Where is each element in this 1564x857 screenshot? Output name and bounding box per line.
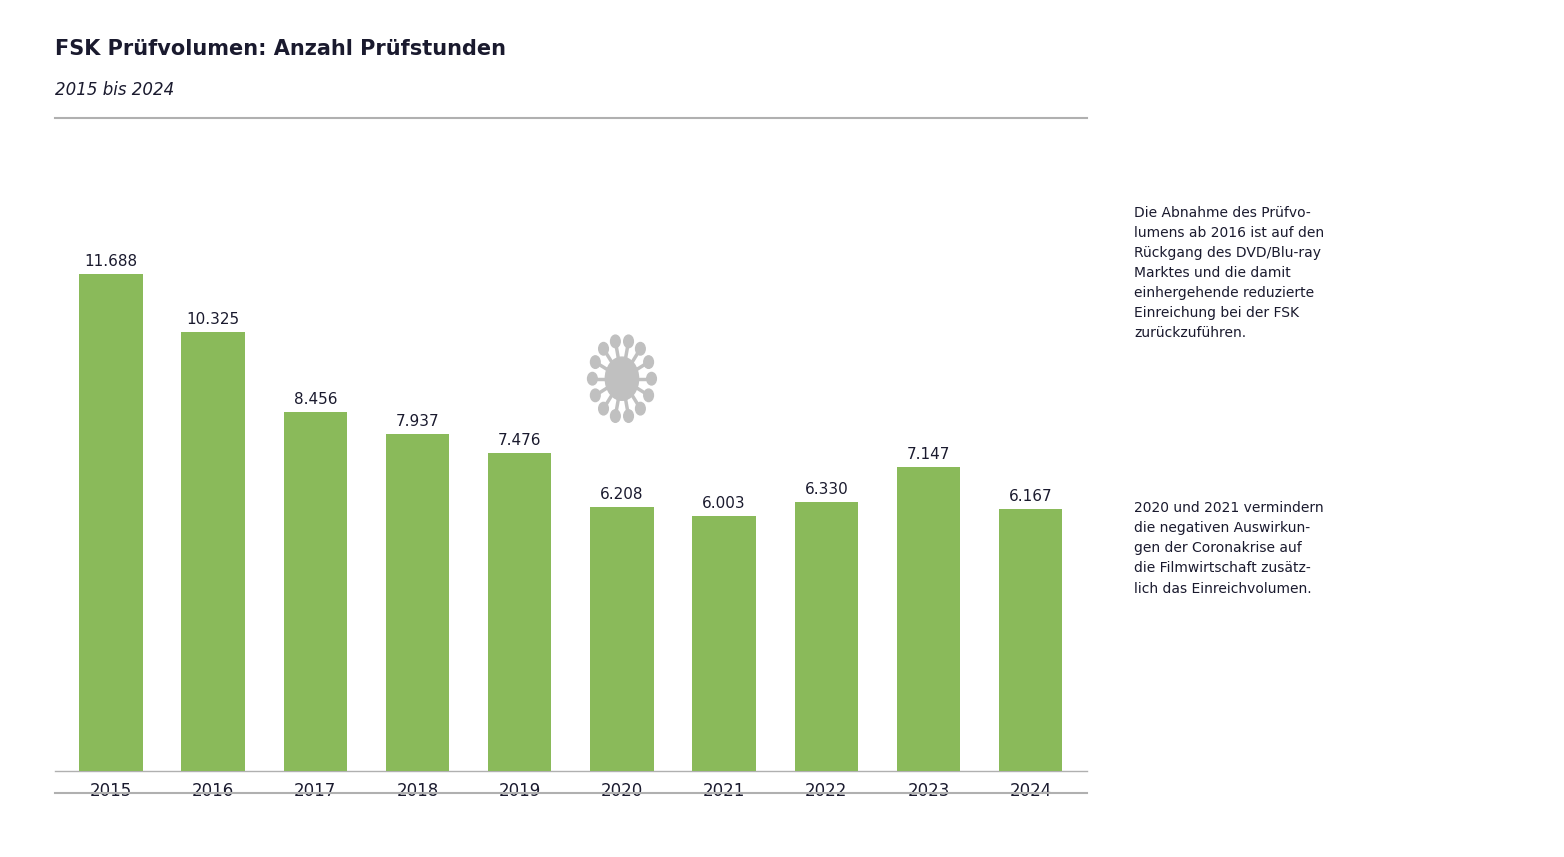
Bar — [283, 411, 347, 771]
Circle shape — [610, 410, 621, 423]
Circle shape — [635, 403, 646, 415]
Circle shape — [591, 389, 601, 402]
Circle shape — [605, 357, 638, 400]
Text: 2020 und 2021 vermindern
die negativen Auswirkun-
gen der Coronakrise auf
die Fi: 2020 und 2021 vermindern die negativen A… — [1134, 501, 1323, 596]
Circle shape — [591, 356, 601, 369]
Text: 10.325: 10.325 — [186, 312, 239, 327]
Circle shape — [588, 373, 597, 385]
Circle shape — [610, 335, 621, 348]
Text: 7.147: 7.147 — [907, 447, 951, 462]
Circle shape — [599, 343, 608, 355]
Text: 6.003: 6.003 — [702, 496, 746, 511]
Text: 11.688: 11.688 — [84, 254, 138, 269]
Circle shape — [624, 335, 633, 348]
Text: 7.937: 7.937 — [396, 414, 439, 428]
Bar — [386, 434, 449, 771]
Circle shape — [644, 389, 654, 402]
Circle shape — [624, 410, 633, 423]
Circle shape — [644, 356, 654, 369]
Bar — [896, 467, 960, 771]
Bar — [80, 274, 142, 771]
Bar — [795, 502, 859, 771]
Text: 6.167: 6.167 — [1009, 488, 1053, 504]
Text: 6.330: 6.330 — [804, 482, 848, 497]
Bar — [488, 453, 552, 771]
Text: FSK Prüfvolumen: Anzahl Prüfstunden: FSK Prüfvolumen: Anzahl Prüfstunden — [55, 39, 505, 58]
Text: 2015 bis 2024: 2015 bis 2024 — [55, 81, 174, 99]
Bar — [693, 516, 755, 771]
Text: 8.456: 8.456 — [294, 392, 338, 406]
Circle shape — [635, 343, 646, 355]
Text: Die Abnahme des Prüfvo-
lumens ab 2016 ist auf den
Rückgang des DVD/Blu-ray
Mark: Die Abnahme des Prüfvo- lumens ab 2016 i… — [1134, 206, 1325, 340]
Bar — [181, 333, 246, 771]
Text: 7.476: 7.476 — [497, 434, 541, 448]
Circle shape — [646, 373, 657, 385]
Text: 6.208: 6.208 — [601, 487, 644, 502]
Bar — [999, 509, 1062, 771]
Bar — [590, 507, 654, 771]
Circle shape — [599, 403, 608, 415]
